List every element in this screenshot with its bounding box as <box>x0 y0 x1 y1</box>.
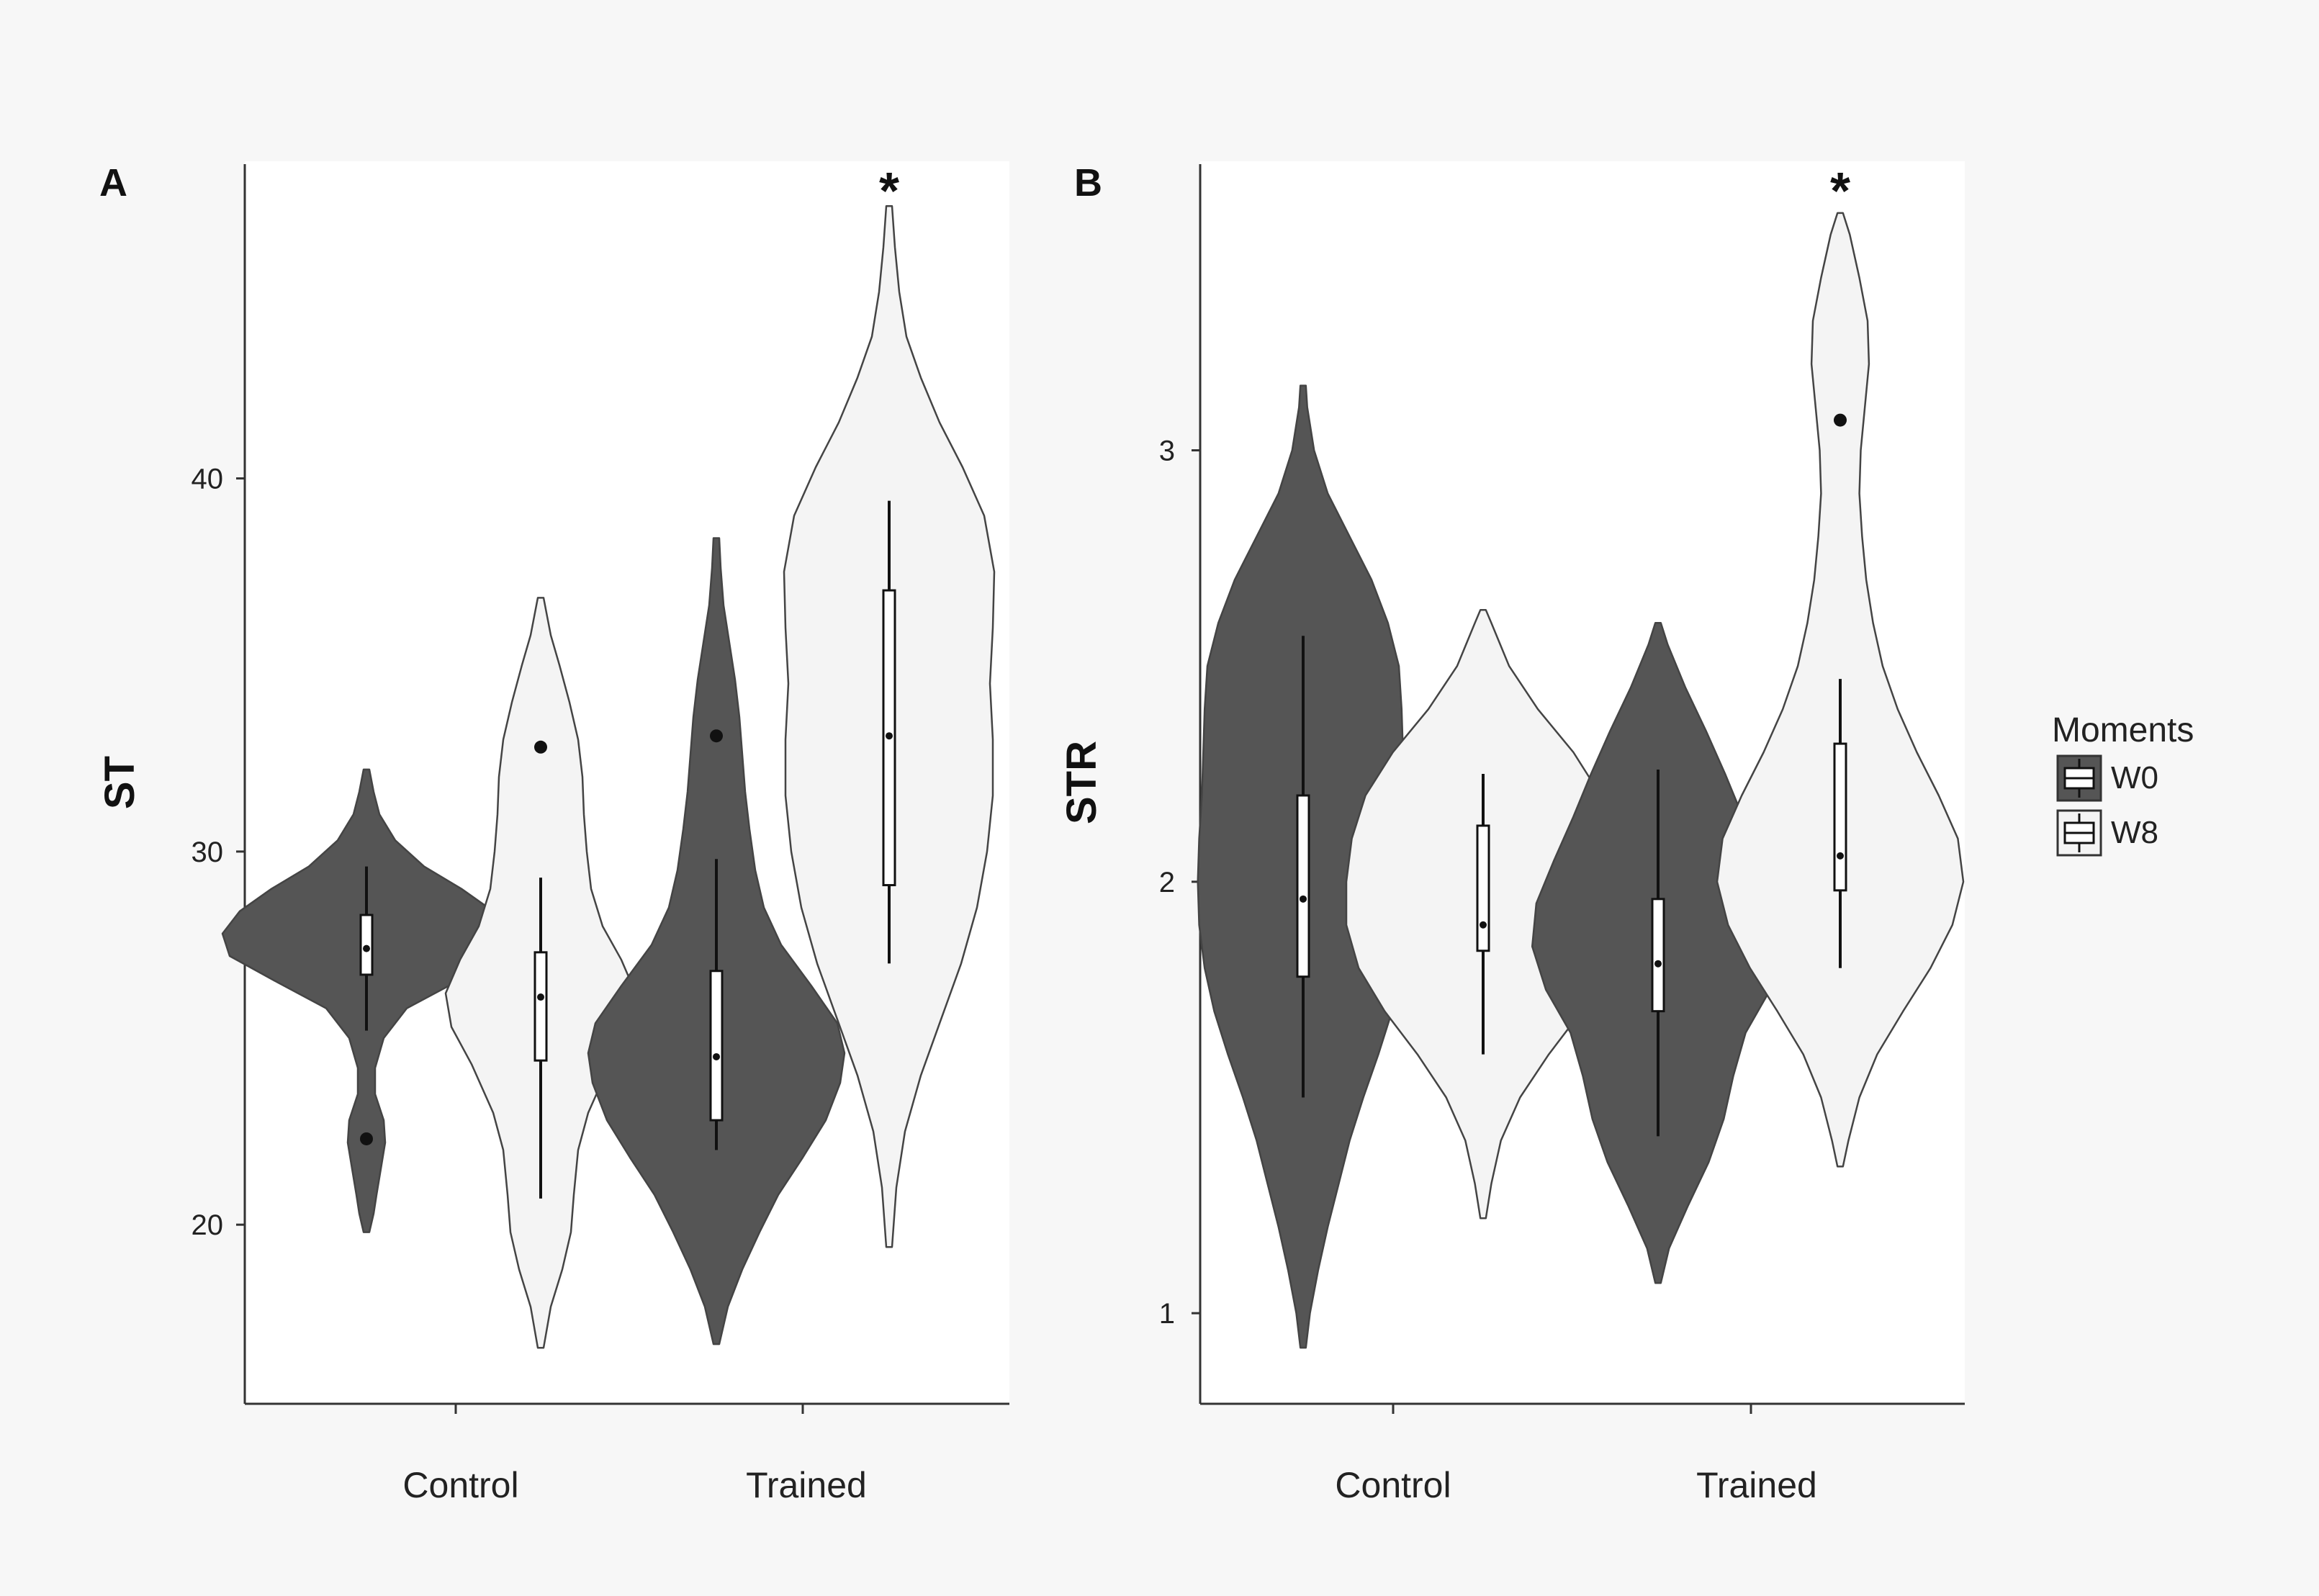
box-median <box>1480 921 1487 929</box>
violin-trained-w0 <box>587 537 846 1345</box>
outlier-point <box>360 1132 373 1145</box>
legend-label-w0: W0 <box>2111 760 2158 795</box>
outlier-point <box>710 729 723 743</box>
violin-trained-w8 <box>783 204 996 1248</box>
y-axis-title: STR <box>1058 741 1105 824</box>
box-median <box>537 993 544 1001</box>
legend: Moments W0 W8 <box>2052 711 2194 857</box>
box-median <box>713 1052 720 1060</box>
legend-key-w8: W8 <box>2056 809 2158 857</box>
y-tick-label: 30 <box>192 837 224 868</box>
y-axis-title: ST <box>96 756 143 809</box>
box-iqr <box>709 970 724 1122</box>
box-median <box>1300 895 1307 903</box>
box-iqr <box>1296 794 1310 978</box>
box-iqr <box>1651 898 1665 1013</box>
outlier-point <box>1834 413 1847 427</box>
box-median <box>886 732 893 740</box>
box-iqr <box>1476 824 1490 952</box>
y-tick-label: 1 <box>1159 1298 1175 1330</box>
legend-title: Moments <box>2052 711 2194 749</box>
panels: 20 30 40 Control Trained A ST * 1 2 3 Control Traine… <box>96 161 1965 1505</box>
x-tick-label-trained: Trained <box>746 1465 867 1505</box>
legend-label-w8: W8 <box>2111 815 2158 850</box>
violin-trained-w8 <box>1716 212 1965 1168</box>
significance-asterisk: * <box>879 163 899 220</box>
outlier-point <box>534 740 547 754</box>
violin-control-w0 <box>221 768 512 1233</box>
y-tick-label: 2 <box>1159 867 1175 898</box>
y-tick-label: 40 <box>192 464 224 495</box>
x-tick-label-trained: Trained <box>1696 1465 1817 1505</box>
x-tick-label-control: Control <box>402 1465 518 1505</box>
y-tick-label: 20 <box>192 1209 224 1241</box>
violin-trained-w0 <box>1531 622 1786 1284</box>
panel-A: 20 30 40 Control Trained A ST * <box>96 161 1009 1505</box>
y-tick-label: 3 <box>1159 436 1175 467</box>
significance-asterisk: * <box>1830 163 1850 220</box>
box-iqr <box>533 951 548 1062</box>
legend-key-w0: W0 <box>2056 754 2158 802</box>
box-iqr <box>359 914 374 976</box>
panel-B: 1 2 3 Control Trained B STR * <box>1058 161 1965 1505</box>
panel-letter: B <box>1074 161 1102 204</box>
box-median <box>1837 852 1844 860</box>
violin-control-w0 <box>1197 384 1410 1349</box>
box-iqr <box>1833 742 1847 892</box>
box-median <box>1654 960 1662 968</box>
x-tick-label-control: Control <box>1335 1465 1451 1505</box>
panel-letter: A <box>99 161 127 204</box>
box-median <box>363 944 370 952</box>
